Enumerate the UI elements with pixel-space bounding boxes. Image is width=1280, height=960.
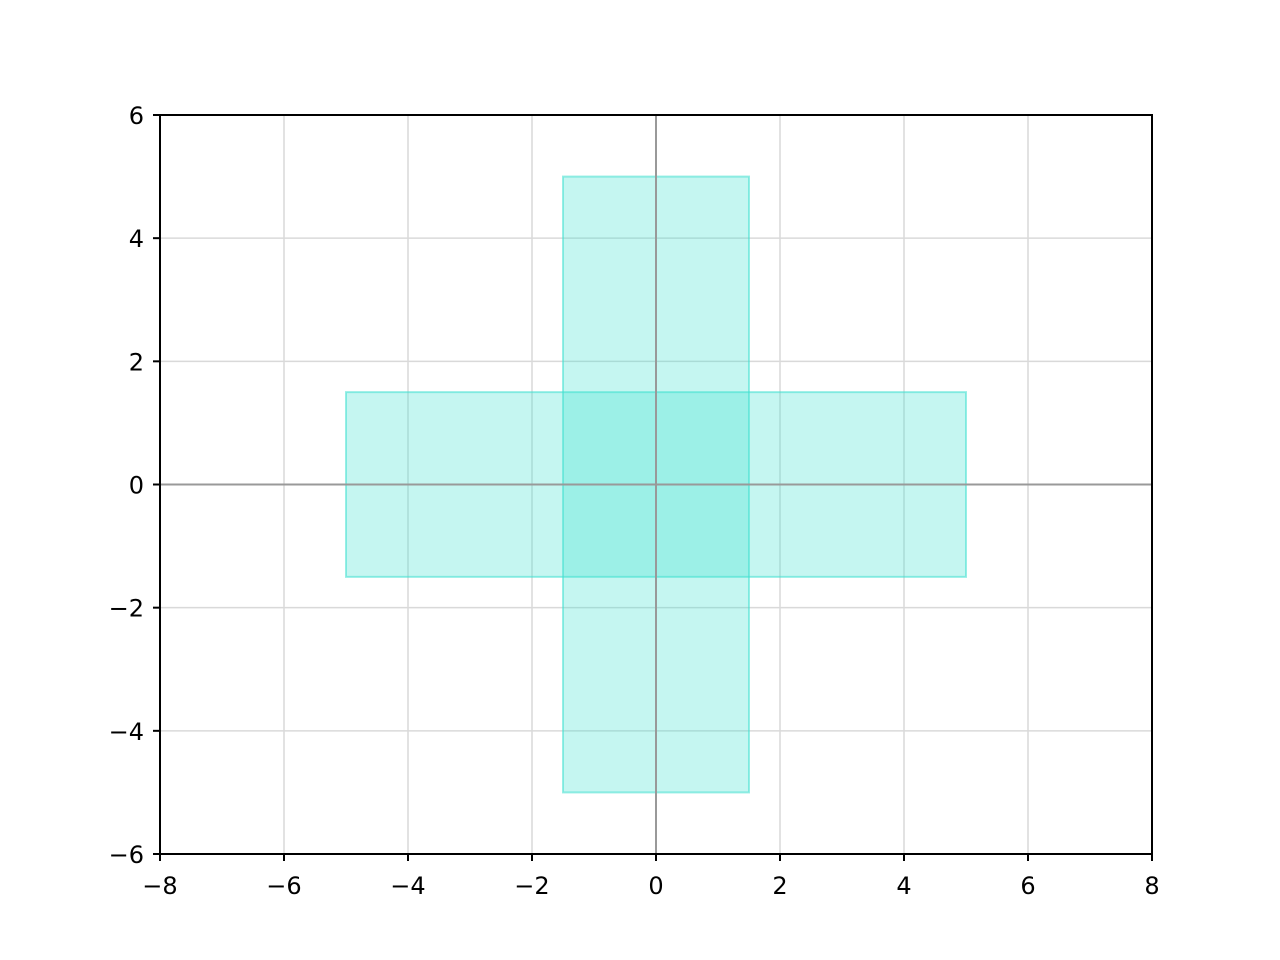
y-tick-label: 4	[129, 225, 144, 253]
y-tick-label: −2	[109, 595, 144, 623]
y-tick-label: −4	[109, 718, 144, 746]
y-tick-label: 2	[129, 348, 144, 376]
y-tick-label: −6	[109, 841, 144, 869]
y-tick-label: 6	[129, 102, 144, 130]
x-tick-label: 4	[896, 872, 911, 900]
x-tick-label: 2	[772, 872, 787, 900]
x-tick-label: 8	[1144, 872, 1159, 900]
x-tick-label: −8	[142, 872, 177, 900]
x-tick-label: 0	[648, 872, 663, 900]
x-tick-label: −2	[514, 872, 549, 900]
y-axis-ticks: −6 −4 −2 0 2 4 6	[109, 102, 160, 869]
x-tick-label: −4	[390, 872, 425, 900]
x-axis-ticks: −8 −6 −4 −2 0 2 4 6 8	[142, 854, 1160, 900]
origin-axes	[160, 115, 1152, 854]
y-tick-label: 0	[129, 472, 144, 500]
x-tick-label: 6	[1020, 872, 1035, 900]
x-tick-label: −6	[266, 872, 301, 900]
